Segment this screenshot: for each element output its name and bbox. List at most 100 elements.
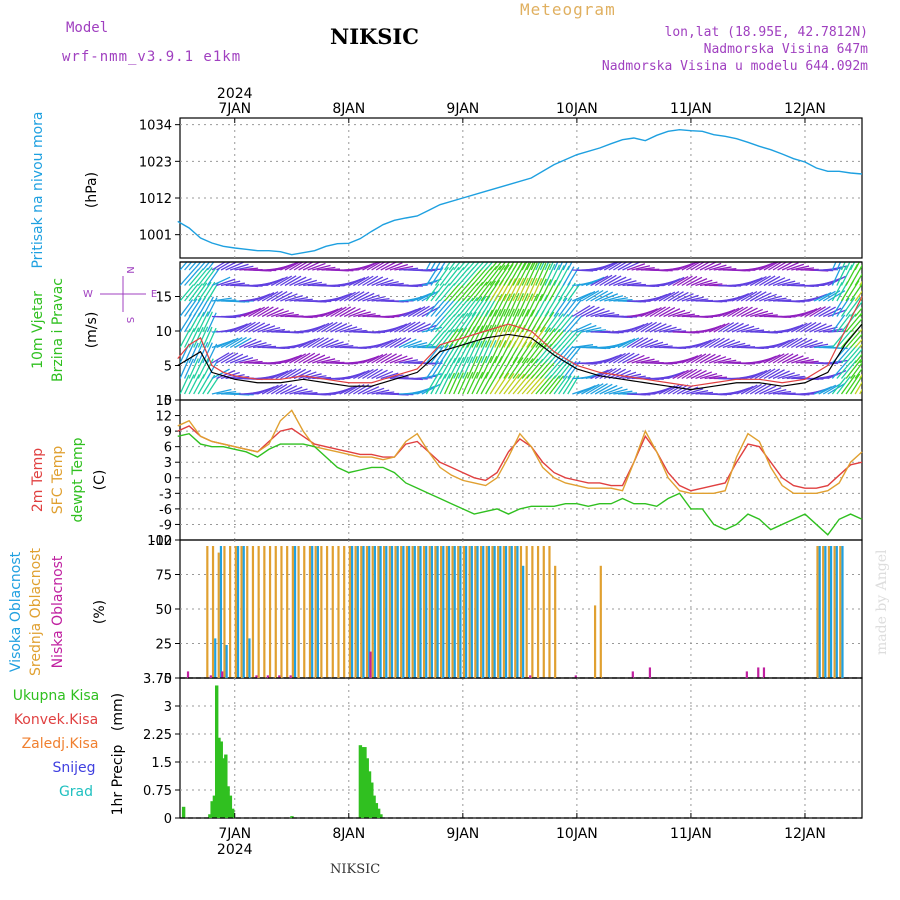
wind-vector — [444, 283, 461, 302]
y-tick-label: 1034 — [139, 119, 172, 134]
y-tick-label: 1001 — [139, 229, 172, 244]
wind-vector — [220, 352, 239, 364]
wind-vector — [777, 262, 794, 271]
compass-e: E — [151, 289, 157, 300]
wind-vector — [293, 352, 311, 364]
wind-vector — [530, 343, 548, 364]
wind-vector — [654, 324, 672, 333]
wind-vector — [444, 357, 457, 379]
wind-vector — [553, 360, 569, 379]
wind-vector — [389, 337, 407, 349]
pressure-axis-title: Pritisak na nivou mora — [30, 111, 46, 268]
wind-vector — [686, 296, 704, 302]
wind-vector — [699, 262, 717, 271]
wind-vector — [512, 277, 525, 302]
wind-vector — [663, 328, 682, 333]
wind-vector — [494, 372, 510, 395]
wind-vector — [704, 354, 721, 364]
wind-vector — [412, 323, 431, 333]
wind-vector — [608, 297, 628, 302]
wind-vector — [553, 375, 568, 395]
wind-vector — [384, 337, 402, 349]
mid-cloud-bar — [417, 546, 420, 678]
wind-vector — [813, 306, 831, 318]
wind-vector — [759, 368, 776, 380]
wind-vector — [416, 385, 436, 395]
wind-vector — [553, 265, 565, 286]
wind-vector — [453, 327, 468, 348]
wind-vector — [626, 263, 646, 271]
mid-cloud-bar — [234, 546, 237, 678]
precip-legend-2: Zaledj.Kisa — [22, 736, 99, 752]
wind-vector — [425, 345, 441, 364]
wind-vector — [717, 322, 735, 333]
wind-vector — [549, 329, 565, 348]
wind-vector — [202, 267, 217, 286]
wind-vector — [813, 291, 832, 302]
mid-cloud-bar — [405, 546, 409, 678]
wind-vector — [672, 291, 689, 302]
wind-vector — [613, 352, 631, 364]
wind-vector — [206, 267, 221, 286]
wind-vector — [539, 360, 557, 379]
wind-vector — [676, 368, 693, 380]
wind-vector — [425, 375, 438, 395]
wind-vector — [252, 306, 270, 318]
wind-vector — [699, 281, 718, 287]
precip-axis-title: 1hr Precip — [110, 745, 126, 816]
wind-vector — [613, 390, 633, 395]
wind-vector — [567, 330, 583, 348]
wind-vector — [795, 267, 815, 271]
wind-vector — [622, 373, 642, 380]
wind-vector — [585, 308, 605, 318]
wind-vector — [284, 294, 303, 302]
wind-vector — [845, 312, 862, 333]
wind-vector — [498, 373, 515, 395]
high-cloud-bar — [368, 546, 371, 678]
low-cloud-bar — [278, 675, 281, 678]
wind-vector — [704, 374, 723, 380]
wind-vector — [663, 384, 680, 395]
wind-vector — [704, 337, 721, 349]
wind-vector — [759, 385, 777, 395]
wind-vector — [604, 295, 624, 302]
wind-vector — [521, 262, 528, 271]
wind-vector — [558, 375, 572, 395]
wind-vector — [840, 360, 857, 379]
wind-vector — [512, 308, 525, 333]
wind-vector — [353, 291, 370, 302]
wind-vector — [375, 279, 394, 287]
high-cloud-bar — [818, 546, 821, 678]
wind-vector — [462, 311, 477, 333]
wind-vector — [339, 326, 358, 333]
wind-vector — [507, 292, 520, 317]
wind-vector — [727, 306, 744, 318]
wind-vector — [462, 341, 474, 364]
wind-vector — [216, 262, 232, 271]
wind-vector — [613, 339, 632, 349]
wind-vector — [535, 359, 553, 379]
wind-vector — [576, 385, 596, 395]
wind-vector — [453, 312, 469, 333]
wind-vector — [613, 278, 632, 287]
wind-vector — [266, 328, 286, 333]
wind-vector — [736, 325, 755, 333]
wind-vector — [448, 298, 465, 317]
wind-vector — [740, 384, 758, 395]
wind-vector — [572, 292, 592, 302]
wind-vector — [180, 328, 191, 348]
wind-vector — [558, 345, 574, 364]
wind-vector — [590, 290, 609, 302]
wind-vector — [321, 308, 339, 318]
wind-vector — [293, 298, 313, 302]
wind-vector — [585, 329, 607, 333]
wind-vector — [567, 315, 583, 333]
wind-vector — [617, 371, 637, 380]
wind-vector — [622, 353, 640, 364]
wind-vector — [576, 305, 595, 318]
wind-vector — [425, 331, 441, 348]
wind-vector — [850, 348, 862, 364]
wind-vector — [216, 338, 235, 349]
y-tick-label: 0.75 — [143, 784, 172, 799]
high-cloud-bar — [373, 546, 376, 678]
